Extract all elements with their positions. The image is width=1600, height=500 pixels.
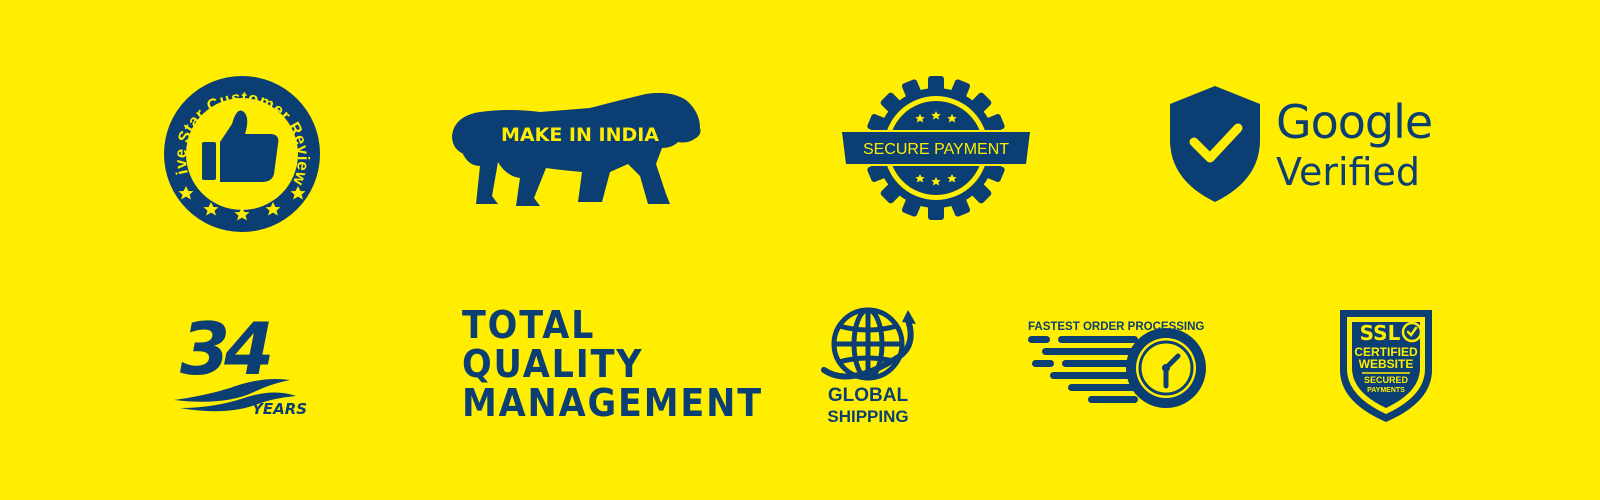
thumbs-up-icon xyxy=(202,110,279,182)
google-verified-label: Google Verified xyxy=(1276,95,1433,196)
ssl-title: SSL xyxy=(1360,321,1401,345)
shield-check-icon xyxy=(1170,86,1260,202)
ssl-certified-text: CERTIFIED xyxy=(1354,345,1418,359)
ssl-certified-badge: SSL CERTIFIED WEBSITE SECURED PAYMENTS xyxy=(1336,306,1436,424)
secure-payment-badge: SECURE PAYMENT xyxy=(836,76,1036,220)
ssl-shield-icon xyxy=(1340,310,1432,422)
tqm-line-quality: QUALITY xyxy=(462,342,644,386)
clock-icon xyxy=(1126,328,1206,408)
fastest-order-badge: FASTEST ORDER PROCESSING xyxy=(1028,316,1218,416)
lion-icon xyxy=(452,92,701,206)
wave-icon xyxy=(174,379,296,412)
globe-icon xyxy=(821,307,914,381)
verified-text: Verified xyxy=(1276,150,1421,194)
total-quality-management: TOTAL QUALITY MANAGEMENT xyxy=(462,306,763,423)
years-badge: 34 YEARS xyxy=(174,306,324,426)
tqm-line-management: MANAGEMENT xyxy=(462,381,763,425)
gear-seal-icon xyxy=(838,76,1034,220)
tqm-line-total: TOTAL xyxy=(462,303,596,347)
shipping-text: SHIPPING xyxy=(827,407,908,426)
ssl-website-text: WEBSITE xyxy=(1359,357,1414,371)
google-text: Google xyxy=(1276,95,1433,149)
years-number: 34 xyxy=(180,307,270,391)
global-shipping-badge: GLOBAL SHIPPING xyxy=(820,306,930,430)
ssl-secured-text: SECURED xyxy=(1364,375,1409,385)
secure-payment-text: SECURE PAYMENT xyxy=(863,141,1009,158)
google-verified-badge xyxy=(1166,84,1264,204)
speed-lines-icon xyxy=(1028,336,1138,403)
ssl-payments-text: PAYMENTS xyxy=(1367,387,1405,394)
five-star-review-badge: Five Star Customer Review xyxy=(157,60,322,234)
make-in-india-badge: MAKE IN INDIA xyxy=(450,86,720,216)
years-label: YEARS xyxy=(252,400,307,418)
stars-icon xyxy=(178,186,306,221)
make-in-india-text: MAKE IN INDIA xyxy=(501,124,659,146)
global-text: GLOBAL xyxy=(828,385,909,406)
